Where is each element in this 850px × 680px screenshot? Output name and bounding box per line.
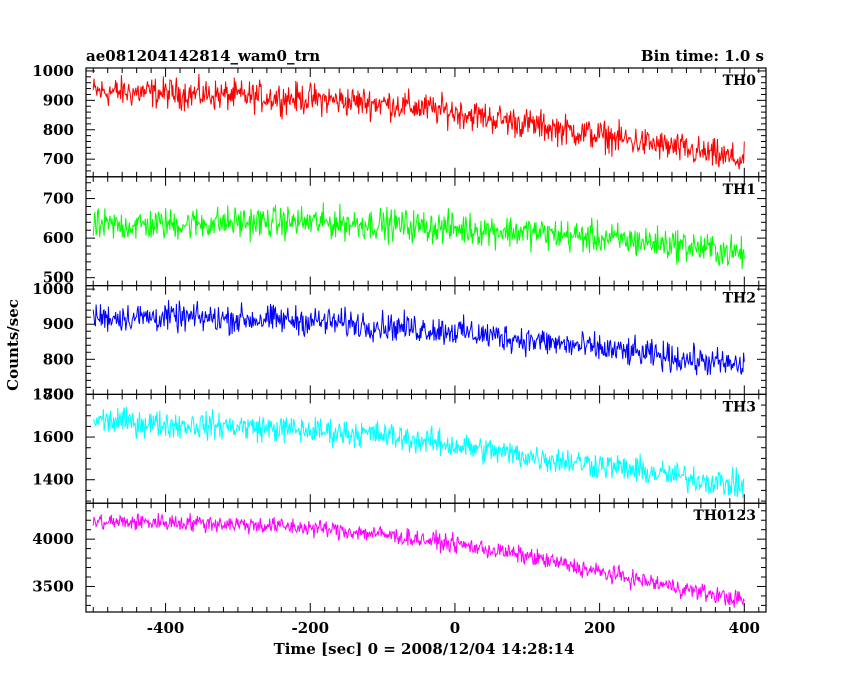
y-tick-label: 700 xyxy=(43,385,74,403)
panel-th1: 500 600 700 TH1 xyxy=(43,176,767,287)
x-axis-label: Time [sec] 0 = 2008/12/04 14:28:14 xyxy=(274,640,575,658)
x-tick-label: 400 xyxy=(729,619,760,637)
y-axis-label: Counts/sec xyxy=(4,299,22,391)
x-tick-label: -200 xyxy=(291,619,329,637)
panel-th2: 700 800 900 1000 TH2 xyxy=(32,280,767,403)
y-tick-label: 3500 xyxy=(32,577,74,595)
y-tick-label: 800 xyxy=(43,121,74,139)
y-tick-label: 1000 xyxy=(32,62,74,80)
y-tick-label: 600 xyxy=(43,229,74,247)
chart-title: ae081204142814_wam0_trn xyxy=(86,47,320,65)
panel-th0: 700 800 900 1000 TH0 xyxy=(32,62,767,178)
y-tick-label: 900 xyxy=(43,91,74,109)
series-line-th0123 xyxy=(92,512,745,608)
y-tick-label: 700 xyxy=(43,190,74,208)
y-tick-label: 500 xyxy=(43,269,74,287)
panel-label-th0123: TH0123 xyxy=(693,508,756,524)
panel-label-th2: TH2 xyxy=(723,291,756,307)
y-tick-label: 800 xyxy=(43,350,74,368)
panel-label-th0: TH0 xyxy=(723,73,757,89)
series-line-th2 xyxy=(92,300,745,376)
panel-frame xyxy=(85,502,767,613)
panel-frame xyxy=(85,67,767,178)
series-line-th1 xyxy=(92,202,745,270)
panel-label-th1: TH1 xyxy=(723,182,756,198)
y-tick-label: 900 xyxy=(43,315,74,333)
y-tick-label: 1800 xyxy=(32,385,74,403)
x-tick-label: 200 xyxy=(584,619,615,637)
y-tick-label: 4000 xyxy=(32,530,74,548)
panel-frame xyxy=(85,176,767,287)
y-tick-label: 700 xyxy=(43,150,74,168)
panel-label-th3: TH3 xyxy=(723,399,756,415)
panel-th3: 1400 1600 1800 TH3 xyxy=(32,385,767,504)
panel-th0123: 3500 4000 TH0123 xyxy=(32,502,767,613)
panels-group: 700 800 900 1000 TH0 500 600 700 TH1 700 800 900 100… xyxy=(32,62,767,637)
y-tick-label: 1400 xyxy=(32,471,74,489)
x-tick-label: 0 xyxy=(450,619,460,637)
series-line-th3 xyxy=(92,406,745,498)
x-tick-label: -400 xyxy=(147,619,185,637)
series-line-th0 xyxy=(92,73,745,170)
y-tick-label: 1000 xyxy=(32,280,74,298)
panel-frame xyxy=(85,285,767,396)
bin-time-label: Bin time: 1.0 s xyxy=(641,47,764,65)
y-tick-label: 1600 xyxy=(32,428,74,446)
